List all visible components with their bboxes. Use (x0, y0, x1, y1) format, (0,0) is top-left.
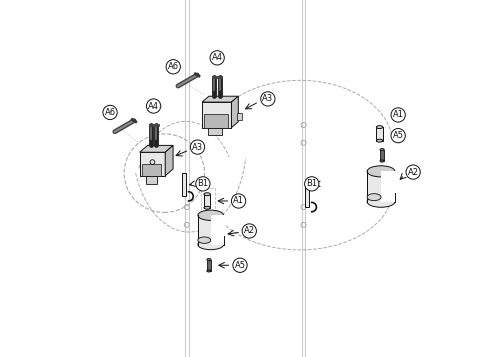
Text: A3: A3 (262, 94, 274, 104)
FancyBboxPatch shape (367, 171, 395, 202)
Circle shape (196, 177, 210, 191)
Circle shape (406, 165, 420, 179)
Polygon shape (204, 114, 228, 128)
Text: B1: B1 (306, 179, 318, 188)
Polygon shape (146, 176, 158, 183)
Ellipse shape (380, 149, 384, 151)
Ellipse shape (198, 237, 210, 243)
Circle shape (304, 177, 319, 191)
Text: A5: A5 (234, 261, 246, 270)
FancyBboxPatch shape (182, 173, 186, 196)
Text: A4: A4 (212, 53, 222, 62)
Ellipse shape (367, 166, 395, 177)
Ellipse shape (367, 193, 381, 201)
Text: A5: A5 (392, 131, 404, 140)
Text: A6: A6 (104, 108, 116, 117)
Circle shape (210, 51, 224, 65)
Polygon shape (140, 152, 165, 176)
FancyBboxPatch shape (207, 260, 211, 271)
Polygon shape (381, 171, 396, 202)
Circle shape (166, 60, 180, 74)
Polygon shape (165, 145, 173, 176)
Circle shape (190, 140, 204, 154)
Text: A2: A2 (408, 167, 418, 177)
Polygon shape (202, 102, 232, 128)
FancyBboxPatch shape (305, 184, 310, 207)
FancyBboxPatch shape (380, 150, 384, 161)
Ellipse shape (376, 126, 383, 129)
Polygon shape (232, 96, 238, 128)
FancyBboxPatch shape (376, 127, 383, 141)
Ellipse shape (207, 270, 211, 272)
Ellipse shape (204, 206, 210, 209)
Circle shape (233, 258, 247, 272)
Circle shape (146, 99, 161, 113)
Polygon shape (210, 215, 226, 245)
Text: A1: A1 (233, 196, 244, 206)
Ellipse shape (198, 240, 224, 250)
Circle shape (391, 108, 406, 122)
Text: A2: A2 (244, 226, 255, 236)
Ellipse shape (198, 210, 224, 220)
Circle shape (260, 92, 275, 106)
Circle shape (242, 224, 256, 238)
FancyBboxPatch shape (204, 194, 210, 208)
Ellipse shape (204, 193, 210, 196)
Text: A6: A6 (168, 62, 179, 71)
Polygon shape (202, 96, 238, 102)
Polygon shape (140, 145, 173, 152)
Text: A3: A3 (192, 142, 203, 152)
Ellipse shape (207, 258, 211, 261)
Polygon shape (208, 128, 222, 136)
Circle shape (103, 105, 117, 120)
FancyBboxPatch shape (198, 215, 224, 245)
Circle shape (232, 194, 245, 208)
Text: B1: B1 (198, 179, 208, 188)
Circle shape (391, 129, 406, 143)
Text: A4: A4 (148, 101, 159, 111)
Ellipse shape (367, 196, 395, 207)
Ellipse shape (376, 139, 383, 142)
Ellipse shape (380, 160, 384, 162)
FancyBboxPatch shape (237, 114, 242, 120)
Text: A1: A1 (392, 110, 404, 120)
Polygon shape (142, 164, 162, 176)
